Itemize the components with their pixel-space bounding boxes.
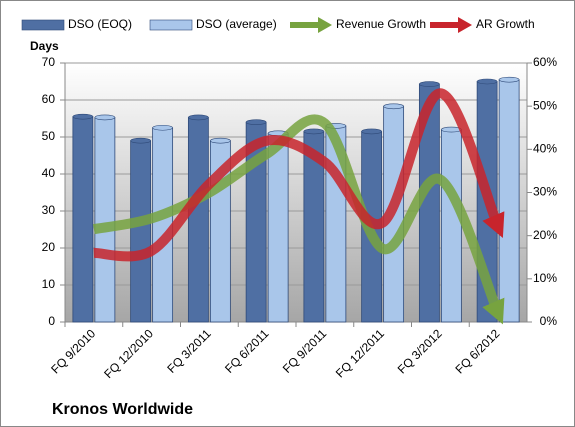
legend-label: AR Growth: [476, 17, 535, 31]
legend-label: DSO (EOQ): [68, 17, 132, 31]
y-tick-label: 20: [42, 240, 56, 254]
bar-cap: [94, 114, 116, 121]
bar-cap: [419, 81, 440, 87]
line-series: [92, 114, 505, 325]
bar-cap: [245, 119, 267, 125]
legend-swatch: [290, 17, 332, 33]
legend-swatch: [430, 17, 472, 33]
bar-cap: [72, 113, 94, 120]
y2-tick-label: 20%: [533, 228, 557, 242]
y2-tick-label: 10%: [533, 271, 557, 285]
y-tick-label: 70: [42, 55, 56, 69]
legend-label: Revenue Growth: [336, 17, 426, 31]
bar-cap: [303, 128, 325, 135]
bar: [152, 127, 174, 323]
y-tick-label: 10: [42, 277, 56, 291]
bar-cap: [383, 103, 404, 110]
y-tick-label: 40: [42, 166, 56, 180]
bar-cap: [152, 124, 173, 131]
y2-tick-label: 60%: [533, 55, 557, 69]
bar: [72, 116, 94, 323]
y-tick-label: 30: [42, 203, 56, 217]
chart-title: Kronos Worldwide: [52, 401, 193, 418]
bar-cap: [130, 137, 151, 144]
y-tick-label: 0: [48, 314, 55, 328]
bar: [94, 116, 116, 323]
bar: [130, 140, 152, 323]
bar-cap: [188, 114, 209, 121]
bar-cap: [361, 128, 382, 135]
bar: [440, 129, 462, 323]
legend-swatch: [21, 19, 65, 31]
y-tick-label: 60: [42, 92, 56, 106]
bar: [267, 132, 289, 323]
legend-swatch: [149, 19, 193, 31]
y-tick-label: 50: [42, 129, 56, 143]
bar: [498, 79, 520, 323]
legend-label: DSO (average): [196, 17, 277, 31]
y2-tick-label: 0%: [540, 314, 558, 328]
line-series: [93, 88, 505, 262]
y-axis-title: Days: [30, 39, 59, 53]
y2-tick-label: 50%: [533, 98, 557, 112]
y2-tick-label: 30%: [533, 185, 557, 199]
y2-tick-label: 40%: [533, 142, 557, 156]
bar-cap: [210, 137, 231, 144]
bar-cap: [476, 78, 498, 85]
bar-cap: [498, 76, 520, 83]
bar: [187, 116, 209, 323]
